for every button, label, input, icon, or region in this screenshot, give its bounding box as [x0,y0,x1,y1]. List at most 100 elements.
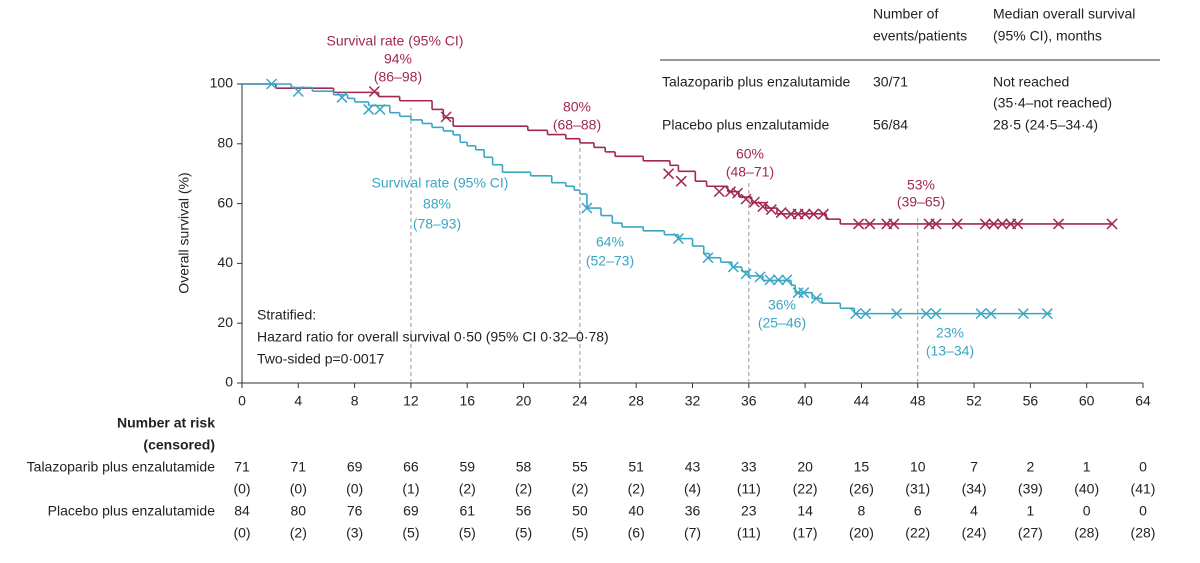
censor-mark [727,261,739,273]
y-tick-label: 60 [217,194,233,210]
risk-count: 1 [1026,503,1034,519]
censor-mark [732,187,744,199]
risk-censored: (4) [684,481,701,497]
stats-text: Stratified: [257,307,316,323]
censor-mark [850,308,862,320]
stats-text: Hazard ratio for overall survival 0·50 (… [257,329,609,345]
annotation: 53% [907,177,935,193]
annotation: (25–46) [758,315,806,331]
censor-mark [951,218,963,230]
risk-count: 20 [797,459,813,475]
risk-censored: (2) [515,481,532,497]
risk-censored: (39) [1018,481,1043,497]
censor-mark [702,252,714,264]
annotation: Survival rate (95% CI) [372,175,509,191]
risk-title: Number at risk [117,415,215,431]
risk-count: 58 [516,459,532,475]
risk-censored: (2) [290,525,307,541]
risk-censored: (40) [1074,481,1099,497]
x-tick-label: 8 [351,393,359,409]
risk-row-name: Placebo plus enzalutamide [48,503,216,519]
risk-censored: (11) [737,481,761,497]
x-tick-label: 20 [516,393,532,409]
annotation: 88% [423,196,451,212]
risk-censored: (7) [684,525,701,541]
risk-censored: (0) [233,525,250,541]
risk-censored: (0) [290,481,307,497]
censor-mark [891,308,903,320]
table-cell: 56/84 [873,117,908,133]
censor-mark [853,218,865,230]
annotation: (86–98) [374,69,422,85]
risk-censored: (20) [849,525,874,541]
risk-censored: (41) [1131,481,1156,497]
risk-count: 69 [403,503,419,519]
censor-mark [368,85,380,98]
risk-count: 69 [347,459,363,475]
x-tick-label: 44 [854,393,870,409]
x-tick-label: 52 [966,393,982,409]
risk-censored: (5) [402,525,419,541]
censor-mark [581,202,593,214]
censor-mark [374,103,386,115]
annotation: 80% [563,99,591,115]
risk-count: 43 [685,459,701,475]
censor-mark [1106,218,1118,230]
risk-censored: (6) [628,525,645,541]
annotation: 64% [596,234,624,250]
risk-censored: (5) [515,525,532,541]
x-tick-label: 4 [294,393,302,409]
table-cell: 28·5 (24·5–34·4) [993,117,1098,133]
risk-censored: (2) [628,481,645,497]
censor-mark [781,274,793,286]
risk-count: 71 [234,459,250,475]
x-tick-label: 28 [628,393,644,409]
risk-count: 4 [970,503,978,519]
risk-count: 10 [910,459,926,475]
annotation: Survival rate (95% CI) [327,33,464,49]
censor-mark [817,208,829,220]
risk-censored: (22) [905,525,930,541]
x-tick-label: 0 [238,393,246,409]
censor-mark [266,78,278,90]
risk-censored: (28) [1131,525,1156,541]
risk-count: 56 [516,503,532,519]
annotation: (48–71) [726,164,774,180]
risk-count: 1 [1083,459,1091,475]
censor-mark [799,208,811,220]
censor-mark [754,271,766,283]
risk-count: 23 [741,503,757,519]
risk-count: 40 [628,503,644,519]
risk-count: 14 [797,503,813,519]
table-header: Number of [873,6,938,22]
censor-mark [810,292,822,304]
censor-mark [1012,218,1024,230]
x-tick-label: 40 [797,393,813,409]
y-axis-title: Overall survival (%) [176,172,192,293]
risk-censored: (31) [905,481,930,497]
y-tick-label: 80 [217,135,233,151]
censor-mark [860,308,872,320]
censor-mark [930,218,942,230]
risk-censored: (2) [459,481,476,497]
risk-count: 8 [858,503,866,519]
censor-mark [740,193,752,205]
risk-count: 33 [741,459,757,475]
risk-count: 66 [403,459,419,475]
risk-censored: (2) [571,481,588,497]
risk-censored: (28) [1074,525,1099,541]
x-tick-label: 56 [1023,393,1039,409]
risk-count: 84 [234,503,250,519]
risk-count: 59 [459,459,475,475]
x-tick-label: 32 [685,393,701,409]
annotation: 23% [936,325,964,341]
risk-censored: (26) [849,481,874,497]
risk-count: 0 [1139,503,1147,519]
annotation: 60% [736,146,764,162]
risk-title: (censored) [143,437,215,453]
table-header: events/patients [873,28,967,44]
stats-text: Two-sided p=0·0017 [257,351,384,367]
table-cell: 30/71 [873,74,908,90]
